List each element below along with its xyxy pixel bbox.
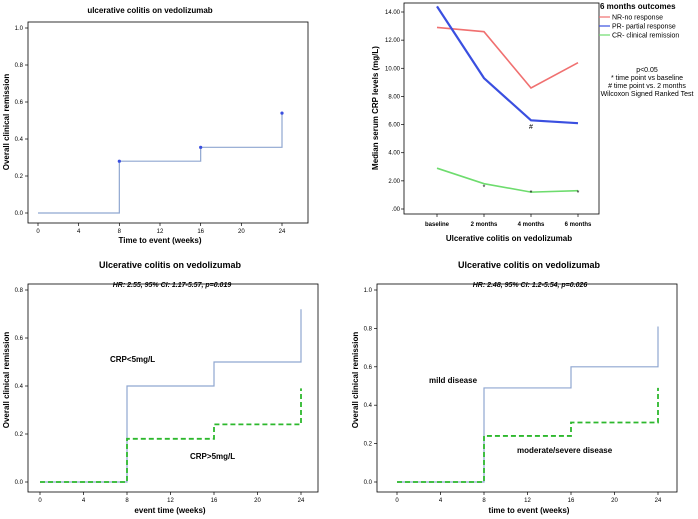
x-tick-label: 12: [157, 229, 164, 235]
x-tick-label: 24: [298, 498, 305, 504]
series-label-crp-low: CRP<5mg/L: [110, 355, 155, 364]
note-line-3: # time point vs. 2 months: [608, 83, 686, 90]
y-tick-label: 0.2: [15, 174, 24, 180]
y-tick-label: 1.0: [15, 26, 24, 32]
x-tick-label: 20: [611, 498, 618, 504]
y-tick-label: 0.0: [364, 480, 373, 486]
y-tick-label: 0.8: [15, 63, 24, 69]
x-tick-label: 0: [36, 229, 40, 235]
y-tick-label: 1.0: [364, 288, 373, 294]
y-tick-label: 0.8: [15, 288, 24, 294]
x-tick-label: 24: [655, 498, 662, 504]
hazard-ratio-text: HR: 2.55, 95% CI: 1.17-5.57, p=0.019: [113, 282, 232, 289]
significance-marker: #: [529, 124, 533, 131]
series-label-moderate-severe: moderate/severe disease: [517, 446, 613, 455]
y-tick-label: 0.6: [15, 336, 24, 342]
y-axis-label: Median serum CRP levels (mg/L): [371, 46, 380, 170]
y-tick-label: 0.4: [364, 403, 373, 409]
y-tick-label: 2.00: [388, 179, 400, 185]
y-axis-label: Overall clinical remission: [351, 332, 360, 429]
y-axis-label: Overall clinical remission: [2, 74, 11, 171]
y-tick-label: 0.6: [364, 365, 373, 371]
x-tick-label: 0: [395, 498, 399, 504]
y-tick-label: 14.00: [385, 10, 401, 16]
x-tick-label: 16: [197, 229, 204, 235]
x-tick-label: 0: [38, 498, 42, 504]
y-tick-label: 0.0: [15, 211, 24, 217]
y-tick-label: 0.4: [15, 384, 24, 390]
x-axis-label: Ulcerative colitis on vedolizumab: [446, 234, 572, 243]
significance-marker: *: [483, 184, 486, 191]
chart-title: ulcerative colitis on vedolizumab: [87, 6, 212, 15]
x-tick-label: 8: [118, 229, 122, 235]
km-curve-0: [40, 309, 302, 483]
y-axis-label: Overall clinical remission: [2, 332, 11, 429]
note-line-2: * time point vs baseline: [611, 75, 683, 82]
km-curve-1: [397, 387, 659, 483]
series-label-mild: mild disease: [429, 376, 478, 385]
x-tick-label: 6 months: [565, 222, 592, 228]
y-tick-label: 0.6: [15, 100, 24, 106]
km-chart-overall: ulcerative colitis on vedolizumab Time t…: [2, 6, 309, 245]
y-tick-label: 0.4: [15, 137, 24, 143]
x-tick-label: 16: [568, 498, 575, 504]
y-tick-label: 0.2: [15, 432, 24, 438]
x-tick-label: 12: [167, 498, 174, 504]
series-line-1: [436, 5, 579, 125]
legend-label: PR- partial response: [612, 24, 676, 31]
y-tick-label: 8.00: [388, 94, 400, 100]
legend-label: NR-no response: [612, 15, 663, 22]
legend-label: CR- clinical remission: [612, 33, 679, 40]
km-curve-1: [40, 388, 302, 483]
x-tick-label: 20: [254, 498, 261, 504]
censor-mark: [117, 159, 121, 163]
y-tick-label: 12.00: [385, 38, 401, 44]
x-axis-label: event time (weeks): [134, 506, 205, 515]
x-tick-label: 24: [279, 229, 286, 235]
series-line-0: [436, 26, 579, 89]
chart-title: Ulcerative colitis on vedolizumab: [458, 260, 601, 270]
legend-title: 6 months outcomes: [600, 2, 676, 11]
plot-frame: [403, 2, 600, 215]
x-tick-label: 4 months: [518, 222, 545, 228]
series-line-2: [436, 167, 579, 193]
x-tick-label: 4: [82, 498, 86, 504]
plot-frame: [376, 283, 678, 493]
y-tick-label: 6.00: [388, 123, 400, 129]
x-tick-label: 4: [439, 498, 443, 504]
x-tick-label: 16: [211, 498, 218, 504]
km-curve-0: [38, 113, 283, 214]
x-tick-label: 4: [77, 229, 81, 235]
censor-mark: [199, 145, 203, 149]
note-line-4: Wilcoxon Signed Ranked Test: [601, 91, 694, 98]
crp-line-chart: Ulcerative colitis on vedolizumab Median…: [371, 2, 694, 243]
y-tick-label: 0.8: [364, 326, 373, 332]
significance-marker: *: [577, 190, 580, 197]
x-tick-label: baseline: [425, 222, 450, 228]
x-axis-label: Time to event (weeks): [119, 236, 202, 245]
hazard-ratio-text: HR: 2.48, 95% CI: 1.2-5.54, p=0.026: [473, 282, 588, 289]
x-tick-label: 12: [524, 498, 531, 504]
note-line-1: p<0.05: [636, 67, 658, 74]
y-tick-label: .00: [392, 207, 401, 213]
y-tick-label: 10.00: [385, 66, 401, 72]
x-axis-label: time to event (weeks): [489, 506, 570, 515]
km-chart-crp: Ulcerative colitis on vedolizumab HR: 2.…: [2, 260, 319, 515]
x-tick-label: 20: [238, 229, 245, 235]
y-tick-label: 4.00: [388, 151, 400, 157]
x-tick-label: 2 months: [471, 222, 498, 228]
x-tick-label: 8: [125, 498, 129, 504]
km-chart-disease: Ulcerative colitis on vedolizumab HR: 2.…: [351, 260, 678, 515]
censor-mark: [280, 111, 284, 115]
km-curve-0: [397, 326, 659, 483]
plot-frame: [27, 21, 309, 224]
chart-title: Ulcerative colitis on vedolizumab: [99, 260, 242, 270]
significance-marker: *: [530, 190, 533, 197]
plot-frame: [27, 283, 319, 493]
y-tick-label: 0.2: [364, 442, 373, 448]
series-label-crp-high: CRP>5mg/L: [190, 452, 235, 461]
y-tick-label: 0.0: [15, 480, 24, 486]
x-tick-label: 8: [482, 498, 486, 504]
